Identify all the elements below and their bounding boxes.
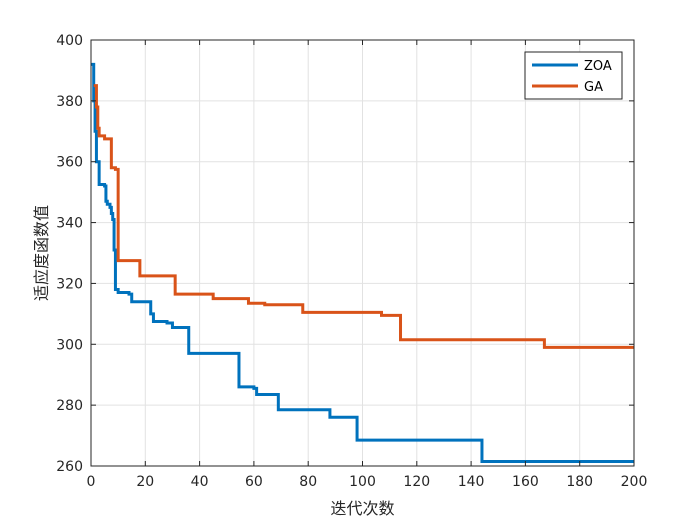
- y-tick-label: 280: [56, 398, 83, 414]
- x-tick-label: 160: [512, 474, 539, 490]
- series-line-zoa: [91, 62, 634, 463]
- ticks: [90, 39, 635, 467]
- tick-labels: 0 20 40 60 80 100 120 140 160 180 200 260 280 300 320 3…: [56, 33, 647, 490]
- y-tick-label: 340: [56, 216, 83, 232]
- legend: ZOA GA: [524, 51, 623, 100]
- legend-box: [524, 51, 623, 100]
- x-tick-label: 60: [245, 474, 263, 490]
- y-tick-label: 380: [56, 94, 83, 110]
- y-tick-label: 260: [56, 459, 83, 475]
- y-tick-label: 300: [56, 337, 83, 353]
- x-tick-label: 200: [621, 474, 648, 490]
- series-line-ga: [93, 84, 634, 349]
- x-tick-label: 120: [403, 474, 430, 490]
- y-tick-label: 360: [56, 155, 83, 171]
- series-layer: [91, 62, 634, 463]
- legend-label-ga: GA: [584, 80, 603, 95]
- y-axis-title: 适应度函数值: [32, 205, 51, 301]
- x-tick-label: 100: [349, 474, 376, 490]
- x-tick-label: 80: [299, 474, 317, 490]
- x-axis-title: 迭代次数: [330, 499, 394, 518]
- x-tick-label: 140: [458, 474, 485, 490]
- x-tick-label: 40: [191, 474, 209, 490]
- x-tick-label: 0: [87, 474, 96, 490]
- legend-label-zoa: ZOA: [584, 59, 612, 74]
- grid: [91, 40, 634, 466]
- y-tick-label: 400: [56, 33, 83, 49]
- x-tick-label: 180: [566, 474, 593, 490]
- y-tick-label: 320: [56, 276, 83, 292]
- x-tick-label: 20: [136, 474, 154, 490]
